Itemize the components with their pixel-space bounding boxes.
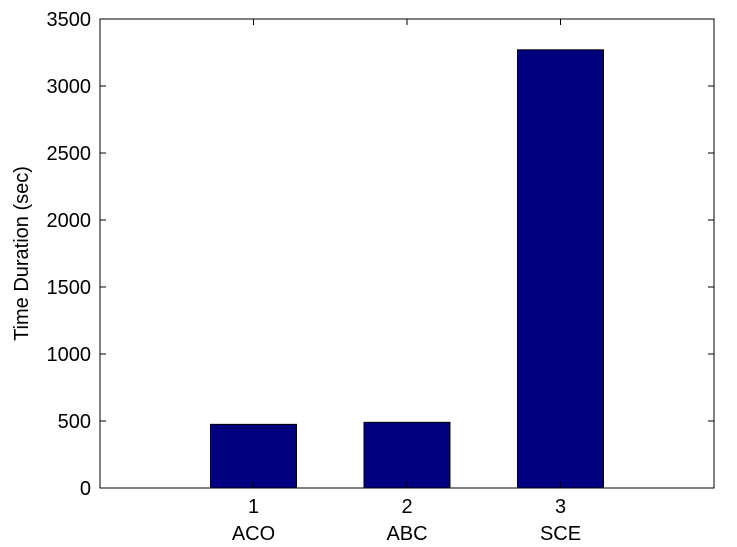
bar-aco	[210, 423, 297, 489]
plot-area-frame	[99, 18, 715, 489]
x-category-name: ABC	[386, 523, 427, 545]
bars-layer	[210, 49, 604, 489]
y-tick-label: 1500	[47, 277, 92, 299]
x-category-name: ACO	[232, 523, 275, 545]
y-tick-label: 3000	[47, 76, 92, 98]
y-tick-label: 3500	[47, 9, 92, 31]
y-tick-label: 0	[80, 478, 91, 500]
y-tick-label: 500	[58, 411, 91, 433]
y-tick-label: 2500	[47, 143, 92, 165]
x-tick-label: 1	[248, 496, 259, 518]
x-category-name: SCE	[540, 523, 581, 545]
y-tick-label: 1000	[47, 344, 92, 366]
x-tick-label: 2	[401, 496, 412, 518]
ticks-layer	[100, 18, 714, 489]
y-tick-label: 2000	[47, 210, 92, 232]
labels-layer: 0 500 1000 1500 2000 2500 3000 3500 1 ACO 2 ABC 3 SCE	[47, 9, 582, 545]
y-axis-label: Time Duration (sec)	[11, 166, 33, 341]
bar-sce	[517, 49, 604, 489]
x-tick-label: 3	[555, 496, 566, 518]
bar-abc	[363, 421, 451, 489]
